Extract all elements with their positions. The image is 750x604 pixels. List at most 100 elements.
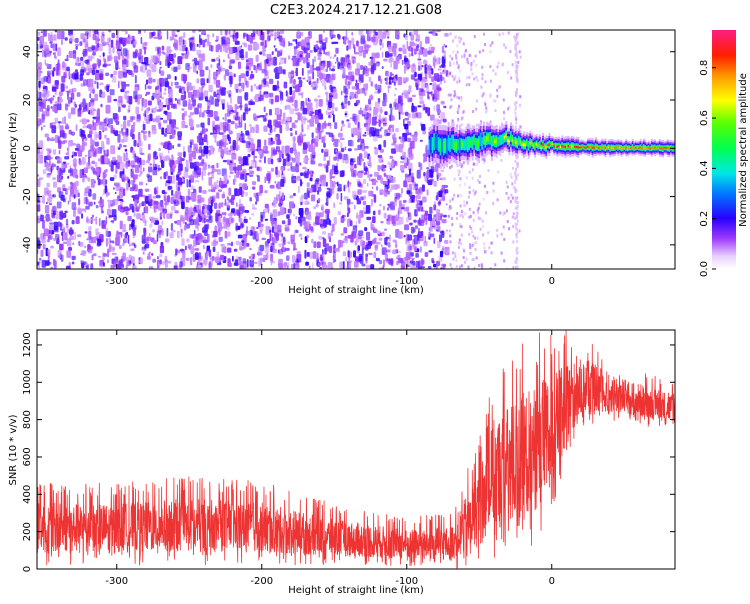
spectrogram-cell xyxy=(37,102,40,112)
spectrogram-cell xyxy=(375,83,378,91)
spectrogram-cell xyxy=(218,216,222,224)
spectrogram-cell xyxy=(196,70,198,75)
spectrogram-cell xyxy=(44,205,50,214)
spectrogram-cell xyxy=(64,103,69,111)
spectrogram-cell xyxy=(300,113,303,122)
spectrogram-cell xyxy=(96,58,99,66)
spectrogram-cell xyxy=(358,110,364,115)
spectrogram-cell xyxy=(443,50,446,59)
spectrogram-cell xyxy=(95,216,98,225)
spectrogram-cell xyxy=(456,95,459,99)
spectrogram-cell xyxy=(231,194,236,200)
spectrogram-cell xyxy=(158,122,162,130)
spectrogram-cell xyxy=(145,183,148,186)
spectrogram-cell xyxy=(307,215,312,221)
spectrogram-cell xyxy=(320,204,324,210)
spectrogram-cell xyxy=(66,265,71,269)
spectrogram-cell xyxy=(476,162,479,166)
spectrogram-cell xyxy=(261,68,265,74)
spectrogram-cell xyxy=(333,88,338,98)
spectrogram-cell xyxy=(462,215,465,219)
spectrogram-cell xyxy=(327,51,331,57)
spectrogram-cell xyxy=(218,227,221,236)
spectrogram-cell xyxy=(421,184,425,192)
spectrogram-cell xyxy=(413,247,417,252)
spectrogram-cell xyxy=(276,50,280,58)
spectrogram-cell xyxy=(252,226,256,234)
spectrogram-cell xyxy=(213,91,216,98)
spectrogram-cell xyxy=(514,181,516,185)
spectrogram-cell xyxy=(129,223,131,231)
spectrogram-cell xyxy=(352,190,357,198)
spectrogram-cell xyxy=(401,112,405,116)
spectrogram-cell xyxy=(516,250,519,254)
spectrogram-cell xyxy=(449,63,452,67)
spectrogram-cell xyxy=(509,200,512,204)
spectrogram-cell xyxy=(118,245,122,249)
spectrogram-cell xyxy=(218,262,222,265)
spectrogram-cell xyxy=(492,99,495,103)
spectrogram-cell xyxy=(336,139,340,143)
spectrogram-cell xyxy=(100,206,104,214)
spectrogram-cell xyxy=(67,92,69,98)
spectrogram-cell xyxy=(106,137,110,145)
spectrogram-cell xyxy=(91,214,94,218)
spectrogram-cell xyxy=(370,179,374,182)
spectrogram-cell xyxy=(468,195,470,199)
spectrogram-cell xyxy=(507,107,510,111)
spectrogram-cell xyxy=(516,205,519,208)
spectrogram-cell xyxy=(316,40,319,44)
spectrogram-cell xyxy=(282,69,286,75)
spectrogram-cell xyxy=(62,188,67,191)
spectrogram-cell xyxy=(117,161,120,170)
spectrogram-cell xyxy=(381,42,384,49)
spectrogram-cell xyxy=(373,134,378,142)
spectrogram-cell xyxy=(452,62,455,65)
spectrogram-cell xyxy=(148,198,151,202)
spectrogram-cell xyxy=(432,96,436,101)
spectrogram-cell xyxy=(40,145,44,153)
spectrogram-cell xyxy=(123,145,127,148)
spectrogram-cell xyxy=(174,42,178,50)
spectrogram-cell xyxy=(169,36,173,41)
spectrogram-cell xyxy=(167,186,173,190)
spectrogram-cell xyxy=(440,169,445,172)
spectrogram-cell xyxy=(266,59,268,65)
spectrogram-cell xyxy=(68,246,72,251)
spectrogram-cell xyxy=(356,40,359,47)
spectrogram-cell xyxy=(224,113,227,122)
spectrogram-cell xyxy=(450,98,453,102)
spectrogram-cell xyxy=(389,234,391,242)
spectrogram-cell xyxy=(91,125,94,130)
spectrogram-cell xyxy=(193,143,198,151)
spectrogram-cell xyxy=(455,143,458,149)
spectrogram-cell xyxy=(312,64,314,73)
spectrogram-cell xyxy=(458,76,460,80)
spectrogram-cell xyxy=(158,148,161,152)
spectrogram-cell xyxy=(208,171,212,175)
spectrogram-cell xyxy=(328,101,333,108)
spectrogram-cell xyxy=(190,194,193,199)
spectrogram-cell xyxy=(60,83,65,92)
spectrogram-cell xyxy=(444,80,446,84)
spectrogram-cell xyxy=(476,99,478,103)
spectrogram-cell xyxy=(480,263,483,267)
spectrogram-cell xyxy=(498,33,501,36)
spectrogram-cell xyxy=(197,264,202,269)
spectrogram-cell xyxy=(480,85,483,89)
spectrogram-cell xyxy=(95,116,100,123)
spectrogram-cell xyxy=(315,127,320,134)
spectrogram-cell xyxy=(457,107,460,111)
spectrogram-cell xyxy=(204,164,208,167)
spectrogram-cell xyxy=(299,162,302,166)
spectrogram-cell xyxy=(460,233,463,237)
spectrogram-cell xyxy=(293,262,296,269)
spectrogram-cell xyxy=(92,108,97,112)
spectrogram-cell xyxy=(202,190,207,194)
spectrogram-cell xyxy=(439,234,442,242)
spectrogram-cell xyxy=(218,226,224,229)
spectrogram-cell xyxy=(465,83,468,87)
spectrogram-cell xyxy=(296,50,300,59)
spectrogram-cell xyxy=(443,43,445,46)
spectrogram-cell xyxy=(348,139,353,147)
